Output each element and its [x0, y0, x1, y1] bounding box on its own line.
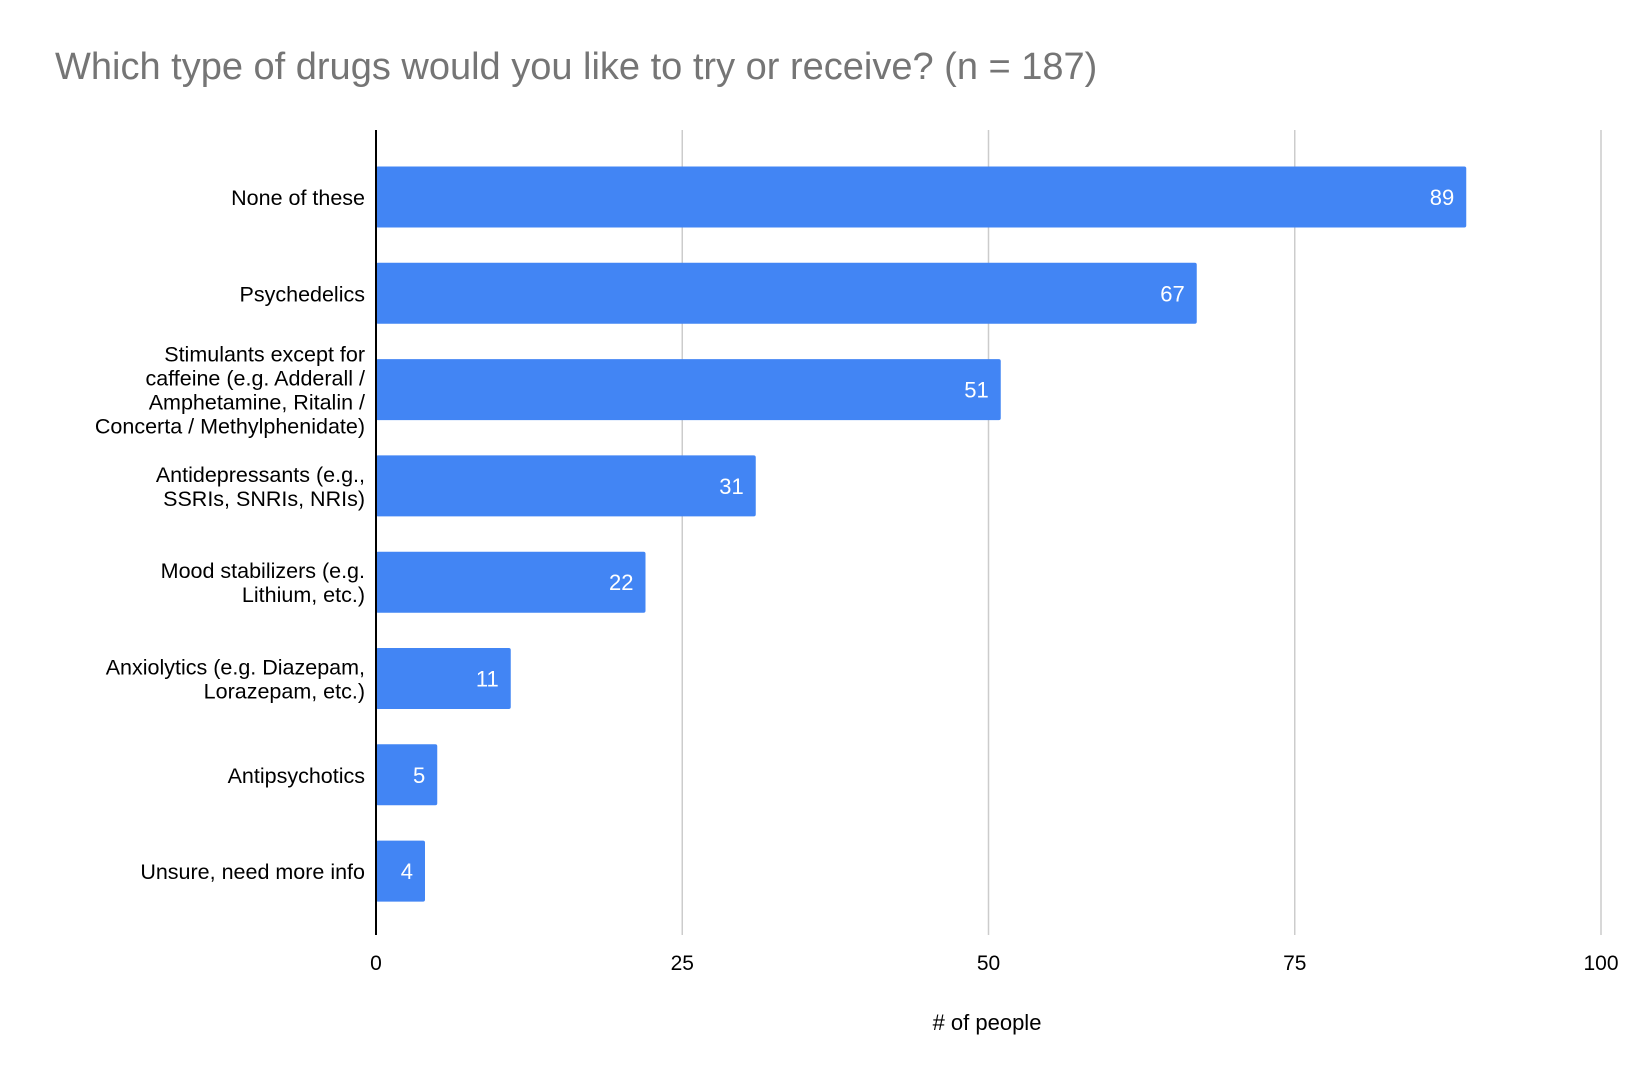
bar — [376, 359, 1001, 421]
x-tick-label: 0 — [370, 952, 382, 975]
category-label: Antidepressants (e.g., SSRIs, SNRIs, NRIs… — [156, 463, 365, 511]
data-label: 67 — [1160, 281, 1184, 306]
category-label: None of these — [231, 186, 365, 210]
category-label-line: Amphetamine, Ritalin / — [149, 391, 365, 415]
bar — [376, 648, 511, 709]
category-label-line: Unsure, need more info — [140, 860, 365, 884]
category-label: Anxiolytics (e.g. Diazepam, Lorazepam, et… — [106, 656, 365, 704]
category-label: Mood stabilizers (e.g. Lithium, etc.) — [161, 559, 365, 607]
category-label-line: Anxiolytics (e.g. Diazepam, — [106, 656, 365, 680]
gridlines — [681, 130, 1602, 935]
category-label-line: Antipsychotics — [228, 764, 365, 788]
data-label: 89 — [1430, 185, 1454, 210]
bar — [376, 744, 438, 806]
axes: 0 25 50 75 100 — [370, 130, 1619, 975]
category-label-line: Mood stabilizers (e.g. — [161, 559, 365, 583]
category-label: Antipsychotics — [228, 764, 365, 788]
bar — [376, 455, 756, 517]
category-label-line: None of these — [231, 186, 365, 210]
category-label-line: Stimulants except for — [164, 343, 365, 367]
data-label: 31 — [719, 474, 743, 499]
chart-title: Which type of drugs would you like to tr… — [55, 46, 1098, 88]
bar — [376, 262, 1197, 324]
category-label-line: caffeine (e.g. Adderall / — [145, 367, 365, 391]
x-tick-label: 50 — [977, 952, 1000, 975]
category-label-line: SSRIs, SNRIs, NRIs) — [163, 487, 365, 511]
category-label-line: Concerta / Methylphenidate) — [95, 415, 365, 439]
bar — [376, 840, 425, 902]
x-axis-title: # of people — [933, 1010, 1042, 1035]
x-tick-label: 25 — [671, 952, 694, 975]
data-label: 5 — [413, 763, 425, 788]
bar — [376, 551, 646, 613]
category-label: Stimulants except for caffeine (e.g. Adde… — [95, 343, 365, 439]
category-label: Psychedelics — [240, 282, 365, 306]
category-label-line: Antidepressants (e.g., — [156, 463, 365, 487]
data-label: 51 — [964, 378, 988, 403]
bar — [376, 166, 1467, 228]
category-label-line: Psychedelics — [240, 282, 365, 306]
x-tick-label: 75 — [1283, 952, 1306, 975]
data-label: 22 — [609, 570, 633, 595]
x-tick-label: 100 — [1583, 952, 1618, 975]
category-label-line: Lithium, etc.) — [242, 583, 365, 607]
category-label: Unsure, need more info — [140, 860, 365, 884]
category-label-line: Lorazepam, etc.) — [204, 680, 365, 704]
bars: 89 67 51 31 22 11 5 4 — [376, 166, 1467, 902]
data-label: 4 — [401, 859, 413, 884]
category-labels: None of these Psychedelics Stimulants exce… — [95, 186, 365, 884]
data-label: 11 — [476, 667, 499, 692]
